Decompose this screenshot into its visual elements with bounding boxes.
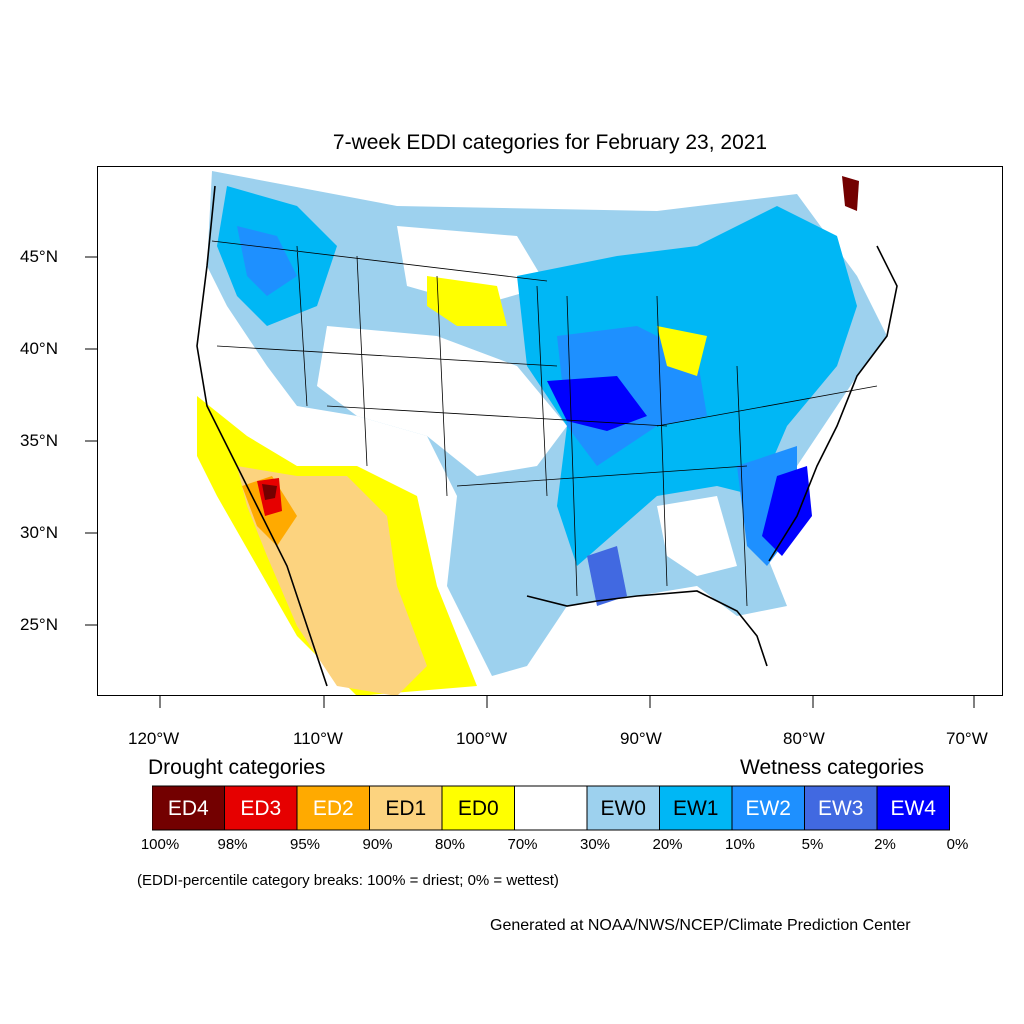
wetness-core-ew3-delta [587, 546, 627, 606]
wetness-core-ew4-carolinas [762, 466, 812, 556]
normal-area-plains [317, 326, 567, 476]
lon-ticks [159, 696, 975, 708]
normal-area-southeast [657, 496, 737, 576]
drought-core-ed4 [262, 484, 277, 500]
wetness-categories-heading: Wetness categories [740, 756, 925, 779]
legend-swatch-ew1: EW1 [659, 785, 733, 831]
legend-color-bar: ED4 ED3 ED2 ED1 ED0 EW0 EW1 EW2 EW3 EW4 [152, 785, 950, 831]
lon-label-110w: 110°W [293, 729, 343, 748]
legend-label-ew0: EW0 [600, 797, 646, 820]
lon-label-70w: 70°W [946, 729, 988, 748]
drought-core-ed4-maine [842, 176, 859, 211]
legend-note: (EDDI-percentile category breaks: 100% =… [137, 872, 559, 889]
percent-break-label: 10% [724, 836, 756, 853]
credit-line: Generated at NOAA/NWS/NCEP/Climate Predi… [490, 917, 911, 934]
drought-field-ed0-north [427, 276, 507, 326]
map-panel [97, 166, 1003, 696]
lat-label-40n: 40°N [20, 339, 58, 358]
percent-break-label: 70% [507, 836, 538, 853]
legend-swatch-ed3: ED3 [224, 785, 298, 831]
legend-label-ed2: ED2 [313, 797, 354, 820]
lat-label-45n: 45°N [20, 247, 58, 266]
percent-break-label: 2% [874, 836, 896, 853]
percent-break-label: 100% [140, 836, 180, 853]
percent-break-label: 5% [801, 836, 824, 853]
percent-break-label: 30% [579, 836, 611, 853]
legend-swatch-ew2: EW2 [731, 785, 805, 831]
percent-break-label: 20% [652, 836, 683, 853]
lon-label-120w: 120°W [128, 729, 180, 748]
legend-swatch-ew0: EW0 [586, 785, 660, 831]
legend-label-ew4: EW4 [890, 797, 936, 820]
legend-label-ed3: ED3 [240, 797, 281, 820]
percent-break-label: 98% [217, 836, 248, 853]
map-title: 7-week EDDI categories for February 23, … [332, 131, 768, 154]
legend-label-ed0: ED0 [458, 797, 499, 820]
legend-label-ew2: EW2 [745, 797, 791, 820]
legend-label-ed4: ED4 [168, 797, 209, 820]
legend-swatch-ed1: ED1 [369, 785, 443, 831]
coastline [196, 185, 898, 687]
lon-label-80w: 80°W [783, 729, 825, 748]
wetness-core-ew4-midwest [547, 376, 647, 431]
legend-swatch-ew3: EW3 [804, 785, 878, 831]
lat-label-30n: 30°N [20, 523, 58, 542]
legend-swatch-ed2: ED2 [296, 785, 370, 831]
state-borders [211, 240, 878, 607]
legend-swatch-ew4: EW4 [876, 785, 950, 831]
drought-field-ed0-lakes [657, 326, 707, 376]
lon-label-90w: 90°W [620, 729, 662, 748]
lat-ticks [85, 256, 97, 626]
legend-swatch-ed0: ED0 [441, 785, 515, 831]
legend-swatch-ed4: ED4 [152, 785, 225, 831]
legend-label-ew1: EW1 [673, 797, 719, 820]
lat-label-25n: 25°N [20, 615, 58, 634]
legend-label-ew3: EW3 [818, 797, 864, 820]
wetness-field-ew2-west [237, 226, 297, 296]
drought-categories-heading: Drought categories [148, 756, 326, 779]
legend-label-ed1: ED1 [385, 797, 426, 820]
percent-break-label: 90% [362, 836, 393, 853]
percent-break-label: 80% [434, 836, 466, 853]
percent-break-label: 0% [946, 836, 969, 853]
legend-swatch-normal [514, 785, 588, 831]
percent-break-label: 95% [289, 836, 321, 853]
lat-label-35n: 35°N [20, 431, 58, 450]
lon-label-100w: 100°W [456, 729, 508, 748]
